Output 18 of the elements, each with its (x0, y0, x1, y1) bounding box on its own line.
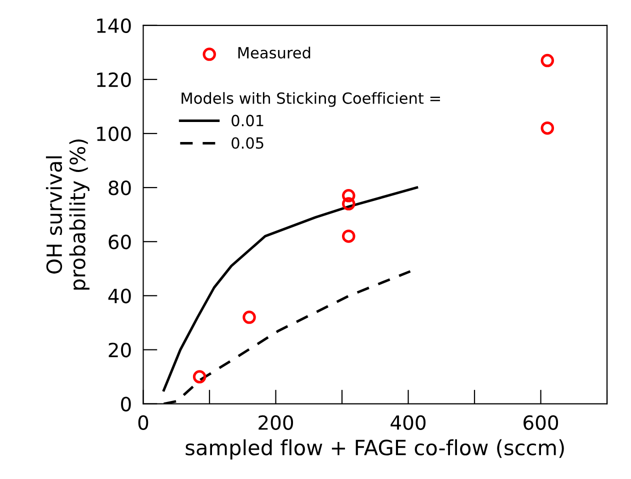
y-tick-label: 60 (108, 234, 131, 250)
y-tick-label: 140 (97, 18, 131, 34)
x-tick-label: 0 (138, 415, 148, 430)
legend-title: Models with Sticking Coefficient = (182, 92, 440, 107)
x-axis-title: sampled flow + FAGE co-flow (sccm) (186, 439, 564, 460)
y-tick-label: 120 (97, 72, 131, 88)
x-tick-label: 600 (524, 415, 558, 430)
y-tick-label: 0 (121, 396, 131, 412)
x-tick-label: 200 (258, 415, 294, 430)
y-tick-label: 20 (108, 342, 131, 358)
y-tick-label: 40 (108, 288, 131, 304)
y-axis-title: OH survival probability (%) (46, 139, 90, 290)
y-tick-label: 100 (97, 126, 131, 142)
legend-label: Measured (238, 46, 310, 59)
x-tick-label: 400 (390, 415, 426, 430)
y-tick-label: 80 (108, 180, 131, 196)
legend-label: 0.01 (232, 114, 264, 126)
legend-label: 0.05 (232, 137, 264, 149)
